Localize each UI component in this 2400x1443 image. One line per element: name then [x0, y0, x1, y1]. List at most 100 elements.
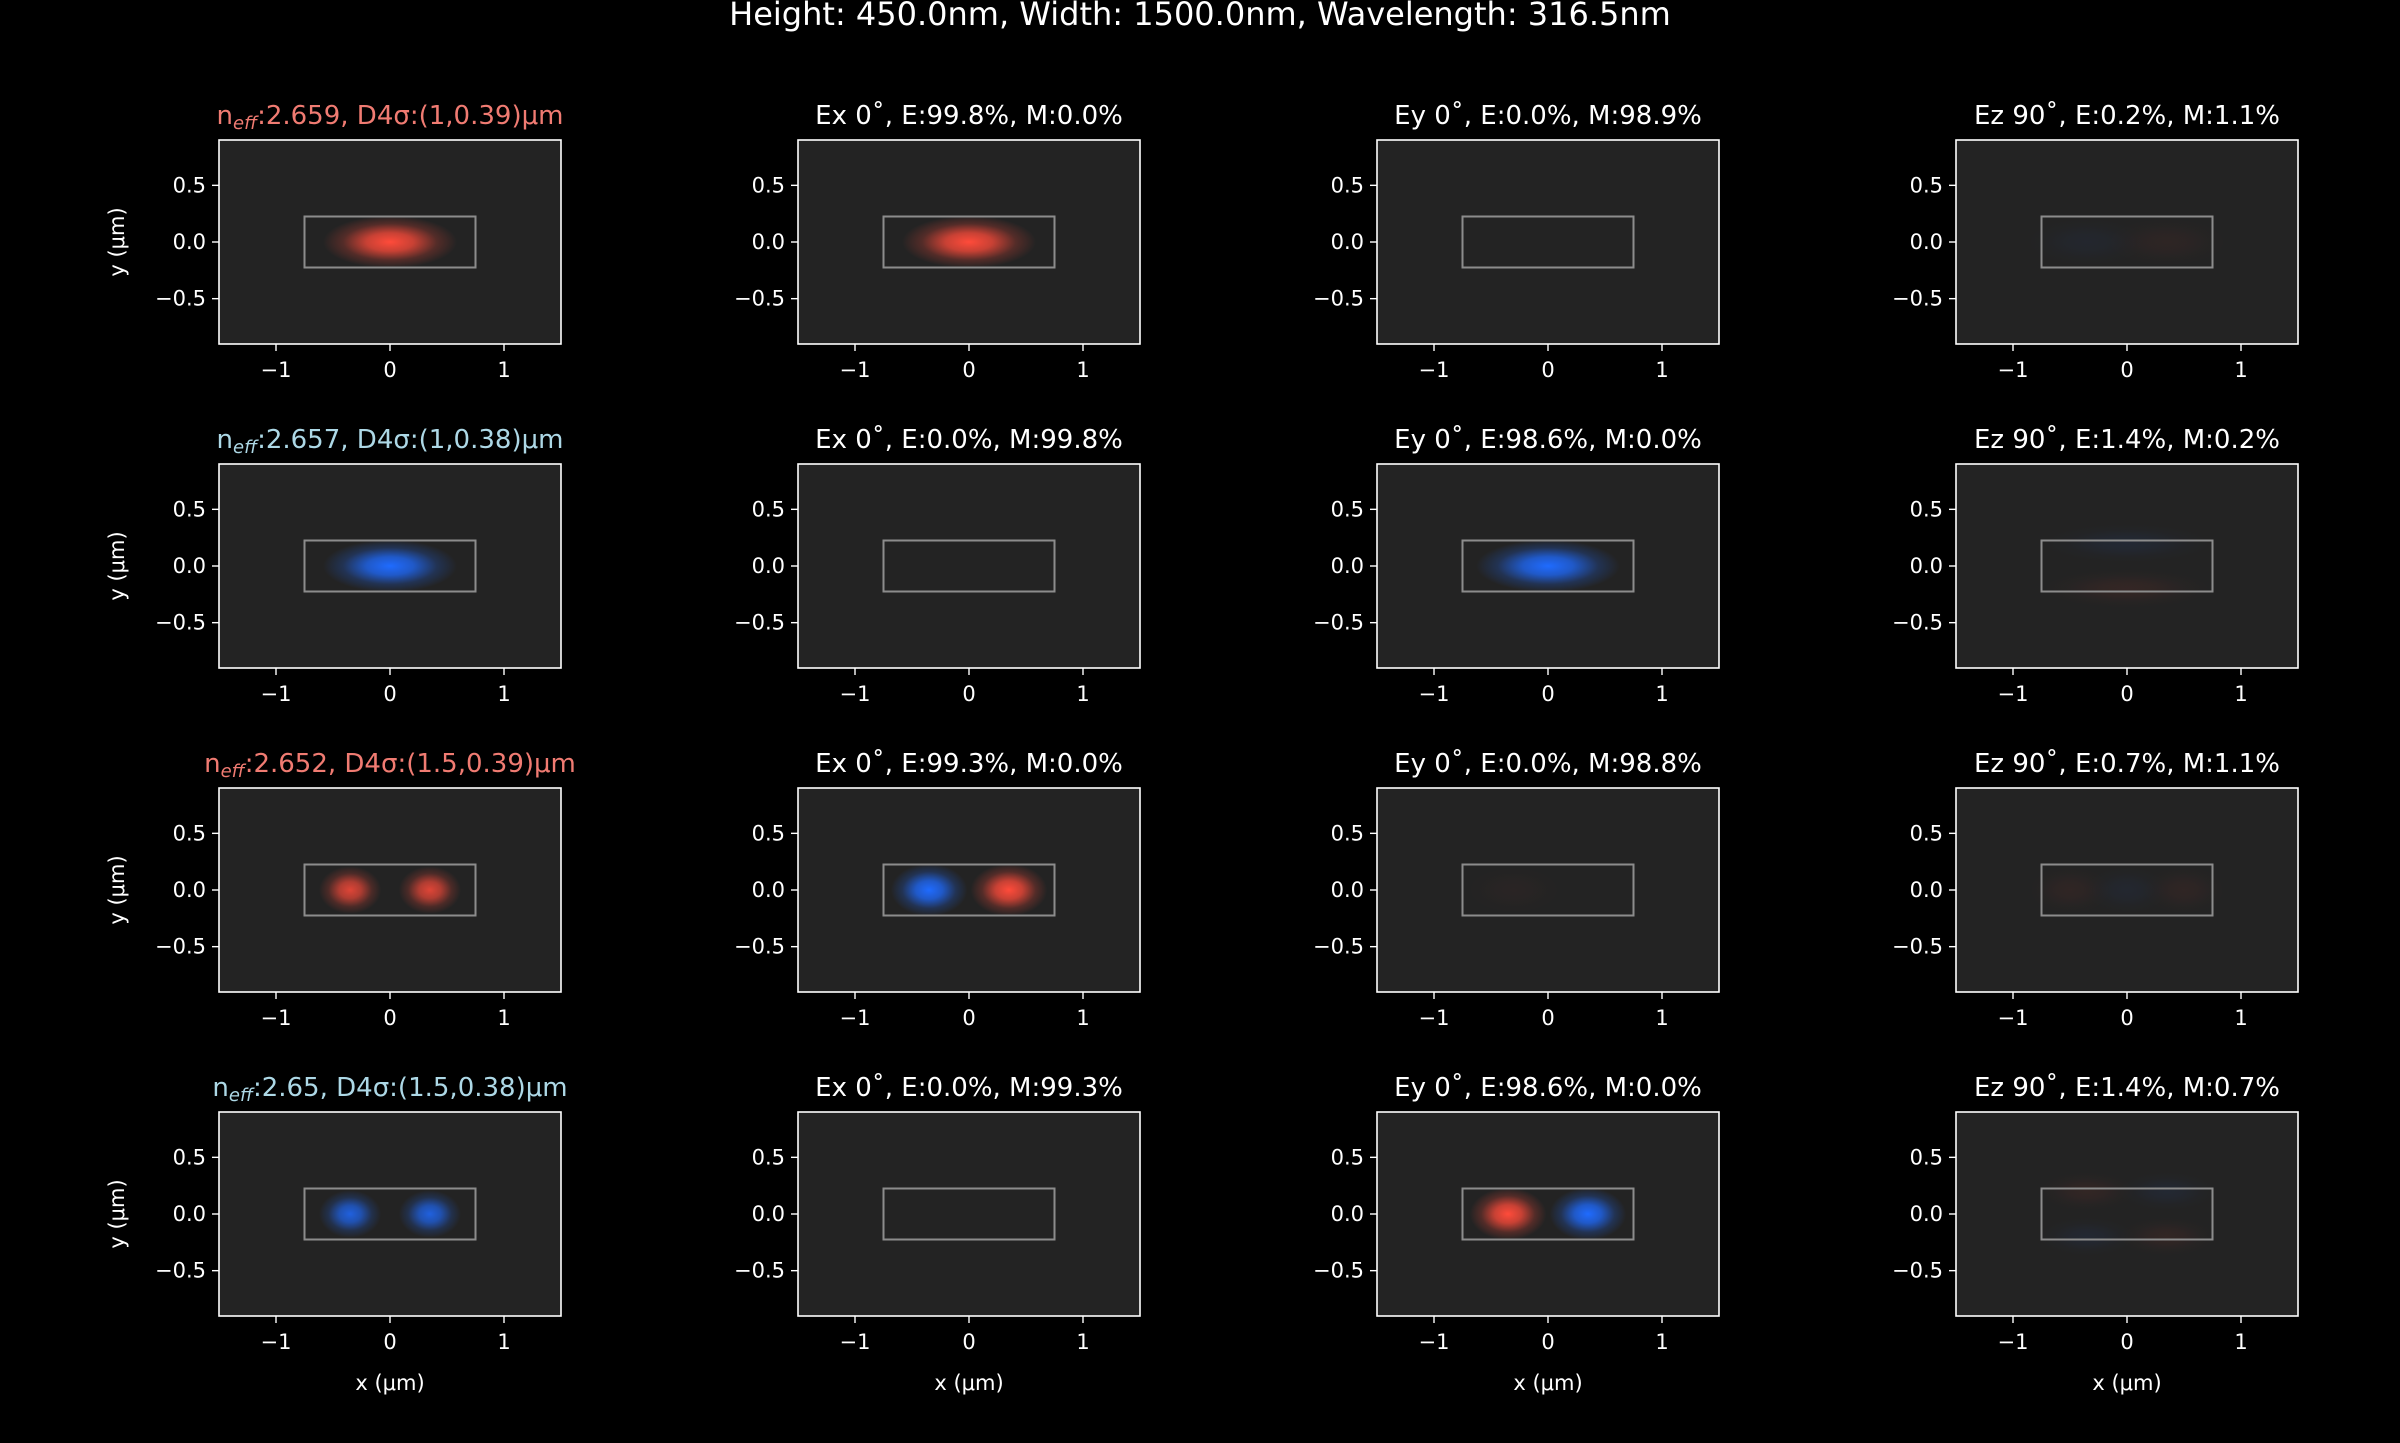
y-tick-label: 0.5	[752, 497, 785, 521]
mode-title-n: n	[212, 1073, 228, 1103]
panel-title: Ey 0˚, E:98.6%, M:0.0%	[1394, 1073, 1702, 1103]
panel-title: Ex 0˚, E:99.3%, M:0.0%	[815, 749, 1123, 779]
y-tick-label: −0.5	[734, 287, 785, 311]
x-tick-label: 1	[497, 1006, 510, 1030]
axes-background	[219, 1112, 561, 1316]
mode-title-subscript: eff	[229, 1085, 255, 1106]
axes-background	[798, 1112, 1140, 1316]
x-tick-label: −1	[840, 1330, 871, 1354]
axes-background	[798, 464, 1140, 668]
x-tick-label: −1	[261, 1006, 292, 1030]
y-tick-label: 0.5	[1910, 497, 1943, 521]
waveguide-outline	[303, 863, 477, 917]
x-tick-label: −1	[261, 1330, 292, 1354]
axes-background	[1377, 788, 1719, 992]
y-tick-label: −0.5	[734, 611, 785, 635]
field-lobe-1	[2029, 866, 2111, 914]
field-map	[1466, 866, 1562, 914]
x-axis-label: x (μm)	[1513, 1371, 1582, 1395]
y-axis-label: y (μm)	[105, 207, 129, 276]
panel-title: Ez 90˚, E:0.7%, M:1.1%	[1974, 749, 2280, 779]
y-tick-label: 0.0	[173, 554, 206, 578]
x-tick-label: 0	[2120, 1006, 2133, 1030]
y-tick-label: 0.0	[1910, 1202, 1943, 1226]
x-tick-label: −1	[840, 1006, 871, 1030]
y-tick-label: 0.5	[1331, 821, 1364, 845]
x-tick-label: 0	[962, 682, 975, 706]
y-tick-label: −0.5	[734, 935, 785, 959]
y-tick-label: −0.5	[1313, 935, 1364, 959]
y-tick-label: 0.0	[173, 878, 206, 902]
x-tick-label: −1	[840, 358, 871, 382]
y-tick-label: 0.0	[1910, 554, 1943, 578]
y-tick-label: −0.5	[1892, 935, 1943, 959]
field-lobe-2	[2119, 1172, 2215, 1211]
field-lobe-1	[1476, 539, 1620, 593]
mode-title: neff:2.652, D4σ:(1.5,0.39)μm	[204, 749, 576, 782]
y-tick-label: −0.5	[1892, 611, 1943, 635]
panel-r1-c3: −1 0 1 0.5 0.0 −0.5 Ey 0˚, E:0.0%, M:98.9%	[1313, 101, 1720, 382]
field-lobe-1	[318, 866, 382, 914]
waveguide-outline	[882, 1187, 1056, 1241]
x-tick-label: 1	[1076, 358, 1089, 382]
x-tick-label: −1	[1419, 1006, 1450, 1030]
field-lobe-2	[1549, 1187, 1627, 1241]
y-tick-label: −0.5	[155, 935, 206, 959]
mode-title: neff:2.65, D4σ:(1.5,0.38)μm	[212, 1073, 567, 1106]
x-tick-label: −1	[1998, 358, 2029, 382]
y-tick-label: 0.5	[1910, 1145, 1943, 1169]
mode-title: neff:2.659, D4σ:(1,0.39)μm	[217, 101, 564, 134]
y-tick-label: 0.5	[1331, 1145, 1364, 1169]
mode-title-text: :2.652, D4σ:(1.5,0.39)μm	[245, 749, 576, 779]
field-lobe-1	[1466, 866, 1562, 914]
y-tick-label: 0.0	[752, 554, 785, 578]
x-tick-label: 0	[962, 358, 975, 382]
y-tick-label: 0.0	[1910, 878, 1943, 902]
x-tick-label: 0	[962, 1330, 975, 1354]
field-lobe-2	[2043, 569, 2211, 608]
field-map	[318, 866, 462, 914]
y-tick-label: 0.0	[173, 1202, 206, 1226]
field-lobe-1	[901, 215, 1037, 269]
waveguide-outline	[882, 863, 1056, 917]
y-tick-label: 0.5	[173, 821, 206, 845]
y-tick-label: 0.0	[1331, 554, 1364, 578]
x-tick-label: 1	[1655, 358, 1668, 382]
mode-title-n: n	[217, 101, 233, 131]
x-tick-label: 1	[1076, 682, 1089, 706]
y-tick-label: 0.5	[1331, 497, 1364, 521]
panel-r3-c1: −1 0 1 0.5 0.0 −0.5 neff:2.652, D4σ:(1.5,0.39)…	[105, 749, 576, 1030]
waveguide-outline	[303, 1187, 477, 1241]
x-tick-label: −1	[1998, 1006, 2029, 1030]
panel-r2-c2: −1 0 1 0.5 0.0 −0.5 Ex 0˚, E:0.0%, M:99.8%	[734, 425, 1141, 706]
field-lobe-1	[2039, 1172, 2135, 1211]
x-tick-label: 1	[1655, 1330, 1668, 1354]
axes-background	[1377, 140, 1719, 344]
x-tick-label: 0	[383, 358, 396, 382]
x-tick-label: 0	[962, 1006, 975, 1030]
y-axis-label: y (μm)	[105, 531, 129, 600]
field-lobe-3	[2143, 866, 2225, 914]
field-map	[322, 215, 458, 269]
y-axis-label: y (μm)	[105, 855, 129, 924]
panel-r3-c3: −1 0 1 0.5 0.0 −0.5 Ey 0˚, E:0.0%, M:98.8%	[1313, 749, 1720, 1030]
y-tick-label: −0.5	[1313, 611, 1364, 635]
field-map	[2027, 218, 2227, 266]
field-map	[2039, 1172, 2215, 1256]
y-tick-label: −0.5	[155, 1259, 206, 1283]
panel-title: Ex 0˚, E:0.0%, M:99.8%	[815, 425, 1123, 455]
x-tick-label: 0	[383, 1330, 396, 1354]
x-tick-label: 1	[2234, 1006, 2247, 1030]
waveguide-outline	[2040, 539, 2214, 593]
x-axis-label: x (μm)	[934, 1371, 1003, 1395]
panel-title: Ez 90˚, E:1.4%, M:0.7%	[1974, 1073, 2280, 1103]
y-axis-label: y (μm)	[105, 1179, 129, 1248]
y-tick-label: 0.5	[752, 173, 785, 197]
waveguide-outline	[1461, 1187, 1635, 1241]
y-tick-label: −0.5	[1892, 287, 1943, 311]
mode-title-subscript: eff	[233, 113, 259, 134]
axes-background	[1956, 1112, 2298, 1316]
x-tick-label: −1	[840, 682, 871, 706]
y-tick-label: 0.0	[1331, 878, 1364, 902]
mode-title-n: n	[217, 425, 233, 455]
